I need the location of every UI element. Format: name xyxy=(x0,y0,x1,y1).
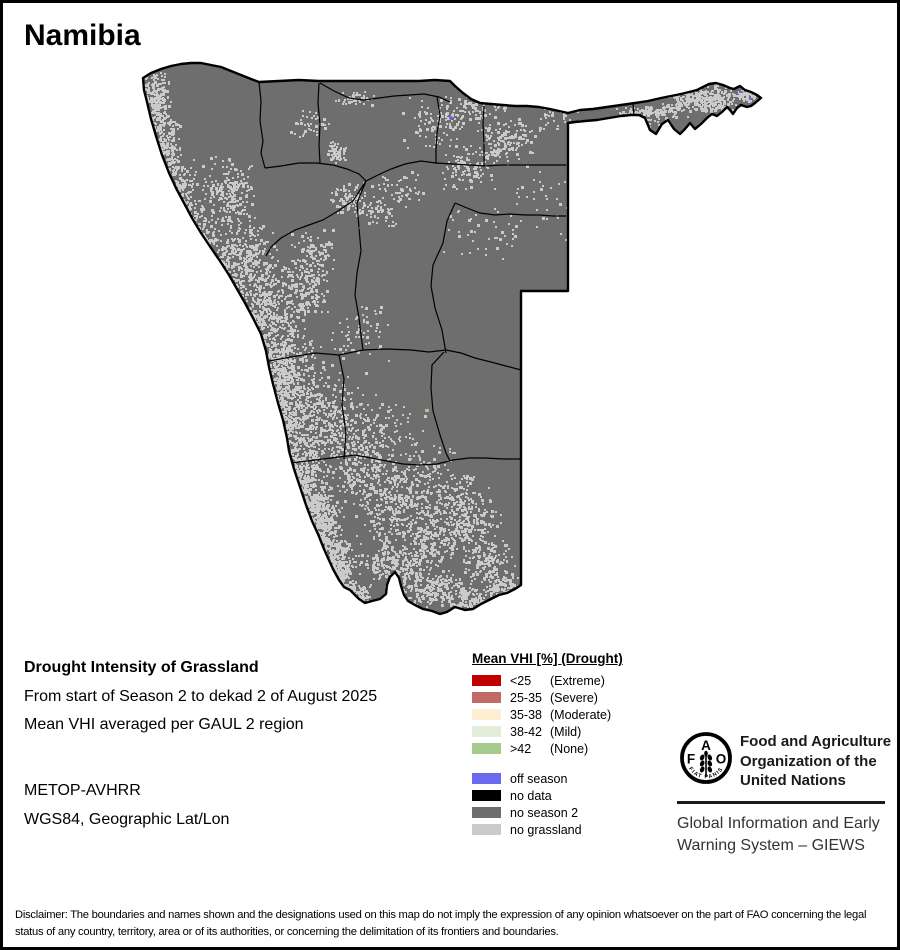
legend-swatch-no-data xyxy=(472,789,501,802)
legend-group-gap xyxy=(472,757,623,770)
sensor-label: METOP-AVHRR xyxy=(24,782,141,799)
legend-swatch-severe xyxy=(472,691,501,704)
legend-title: Mean VHI [%] (Drought) xyxy=(472,651,623,666)
fao-org-line: Food and Agriculture xyxy=(740,733,892,750)
legend-item-no-data: no data xyxy=(472,787,623,804)
legend-swatch-no-grassland xyxy=(472,823,501,836)
legend-qualifier: no season 2 xyxy=(510,805,579,820)
giews-line: Warning System – GIEWS xyxy=(677,837,865,854)
fao-logo-letter-a: A xyxy=(701,738,711,753)
legend-qualifier: off season xyxy=(510,771,568,786)
projection-label: WGS84, Geographic Lat/Lon xyxy=(24,810,230,828)
legend-item-moderate: 35-38 (Moderate) xyxy=(472,706,623,723)
legend-item-off-season: off season xyxy=(472,770,623,787)
legend-item-mild: 38-42 (Mild) xyxy=(472,723,623,740)
map-period: From start of Season 2 to dekad 2 of Aug… xyxy=(24,687,378,705)
admin-boundaries xyxy=(258,81,635,466)
page-title: Namibia xyxy=(24,19,141,52)
legend-value: 35-38 xyxy=(510,707,542,722)
legend-qualifier: no grassland xyxy=(510,822,582,837)
legend-qualifier: (Extreme) xyxy=(550,673,605,688)
fao-org-name: Food and Agriculture Organization of the… xyxy=(740,732,891,791)
legend-value: 38-42 xyxy=(510,724,542,739)
map-subject-heading: Drought Intensity of Grassland xyxy=(24,659,259,676)
legend-value: >42 xyxy=(510,741,532,756)
legend-swatch-off-season xyxy=(472,772,501,785)
fao-logo-letter-o: O xyxy=(716,752,727,767)
legend-item-no-grassland: no grassland xyxy=(472,821,623,838)
legend-value: 25-35 xyxy=(510,690,542,705)
fao-divider-rule xyxy=(677,801,885,804)
legend-swatch-none xyxy=(472,742,501,755)
legend-swatch-moderate xyxy=(472,708,501,721)
legend-item-extreme: <25 (Extreme) xyxy=(472,672,623,689)
giews-line: Global Information and Early xyxy=(677,815,880,832)
giews-label: Global Information and Early Warning Sys… xyxy=(677,813,880,857)
fao-org-line: Organization of the xyxy=(740,752,877,770)
fao-org-line: United Nations xyxy=(740,772,846,789)
map-source-block: METOP-AVHRR WGS84, Geographic Lat/Lon xyxy=(24,777,444,834)
map-description: Drought Intensity of Grassland From star… xyxy=(24,654,378,828)
legend-qualifier: (None) xyxy=(550,741,589,756)
legend-qualifier: (Severe) xyxy=(550,690,598,705)
legend: Mean VHI [%] (Drought) <25 (Extreme) 25-… xyxy=(472,651,623,838)
map-aggregation: Mean VHI averaged per GAUL 2 region xyxy=(24,716,304,733)
fao-logo-icon: F A O FIAT PANIS xyxy=(680,732,732,784)
legend-qualifier: (Mild) xyxy=(550,724,582,739)
legend-swatch-extreme xyxy=(472,674,501,687)
no-grassland-speckles xyxy=(143,63,761,614)
legend-item-no-season-2: no season 2 xyxy=(472,804,623,821)
namibia-drought-map xyxy=(141,61,763,616)
legend-swatch-mild xyxy=(472,725,501,738)
legend-value: <25 xyxy=(510,673,532,688)
legend-item-severe: 25-35 (Severe) xyxy=(472,689,623,706)
legend-qualifier: (Moderate) xyxy=(550,707,612,722)
country-outline xyxy=(141,61,763,616)
disclaimer-text: Disclaimer: The boundaries and names sho… xyxy=(15,909,867,938)
wheat-ear-icon xyxy=(699,750,713,777)
fao-logo-ring xyxy=(680,732,732,784)
legend-swatch-no-season-2 xyxy=(472,806,501,819)
legend-item-none: >42 (None) xyxy=(472,740,623,757)
legend-qualifier: no data xyxy=(510,788,552,803)
fao-logo-letter-f: F xyxy=(687,752,695,767)
